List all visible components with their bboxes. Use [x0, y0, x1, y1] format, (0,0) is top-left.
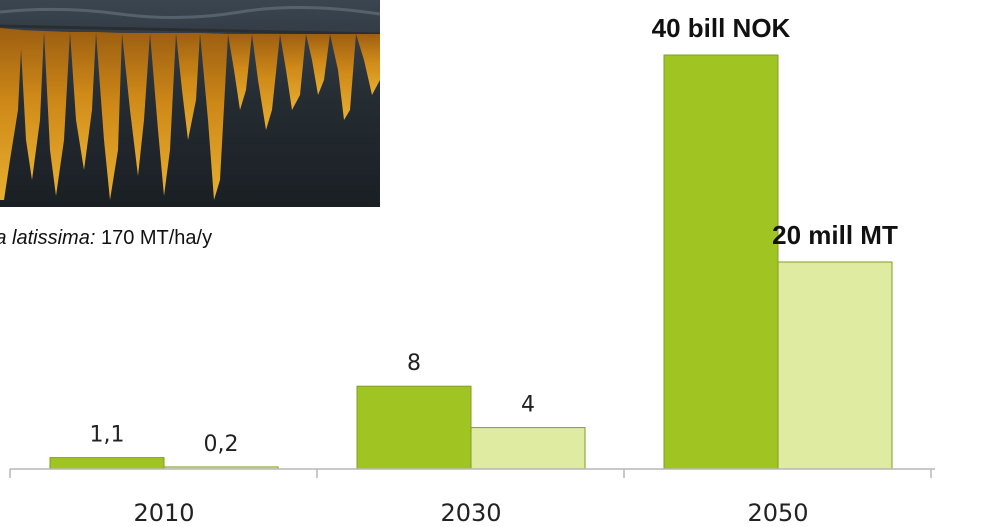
species-name: arina latissima: [0, 227, 96, 249]
photo-caption: arina latissima: 170 MT/ha/y [0, 227, 212, 250]
data-label-volume-2010: 0,2 [204, 432, 239, 457]
x-tick-label-2010: 2010 [133, 499, 194, 527]
x-tick-label-2050: 2050 [747, 499, 808, 527]
bars-layer [49, 54, 893, 470]
yield-text: 170 MT/ha/y [95, 227, 213, 249]
bar-value-2010 [49, 457, 165, 470]
x-tick-label-2030: 2030 [440, 499, 501, 527]
data-label-value-2030: 8 [407, 351, 421, 376]
labels-layer: 1,1 0,2 2010 8 4 2030 40 bill NOK 20 mill MT 205… [90, 13, 898, 527]
data-label-volume-2050: 20 mill MT [772, 220, 898, 250]
data-label-value-2010: 1,1 [90, 423, 125, 448]
bar-value-2050 [663, 54, 779, 470]
bar-value-2030 [356, 385, 472, 470]
x-ticks-layer [9, 469, 932, 478]
data-label-value-2050: 40 bill NOK [652, 13, 791, 43]
data-label-volume-2030: 4 [521, 393, 535, 418]
bar-volume-2030 [470, 427, 586, 470]
bar-volume-2050 [777, 261, 893, 470]
kelp-photo [0, 0, 380, 207]
